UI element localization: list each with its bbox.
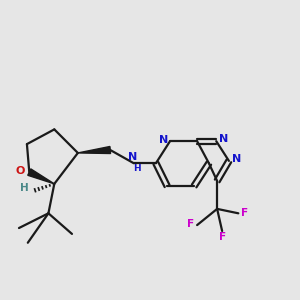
Text: F: F — [219, 232, 226, 242]
Text: N: N — [219, 134, 228, 144]
Text: N: N — [232, 154, 241, 164]
Text: F: F — [241, 208, 248, 218]
Text: N: N — [159, 135, 168, 145]
Polygon shape — [78, 146, 111, 154]
Text: H: H — [20, 183, 28, 193]
Polygon shape — [28, 169, 54, 184]
Text: N: N — [128, 152, 137, 162]
Text: F: F — [187, 220, 194, 230]
Text: H: H — [133, 164, 141, 173]
Text: O: O — [16, 167, 25, 176]
